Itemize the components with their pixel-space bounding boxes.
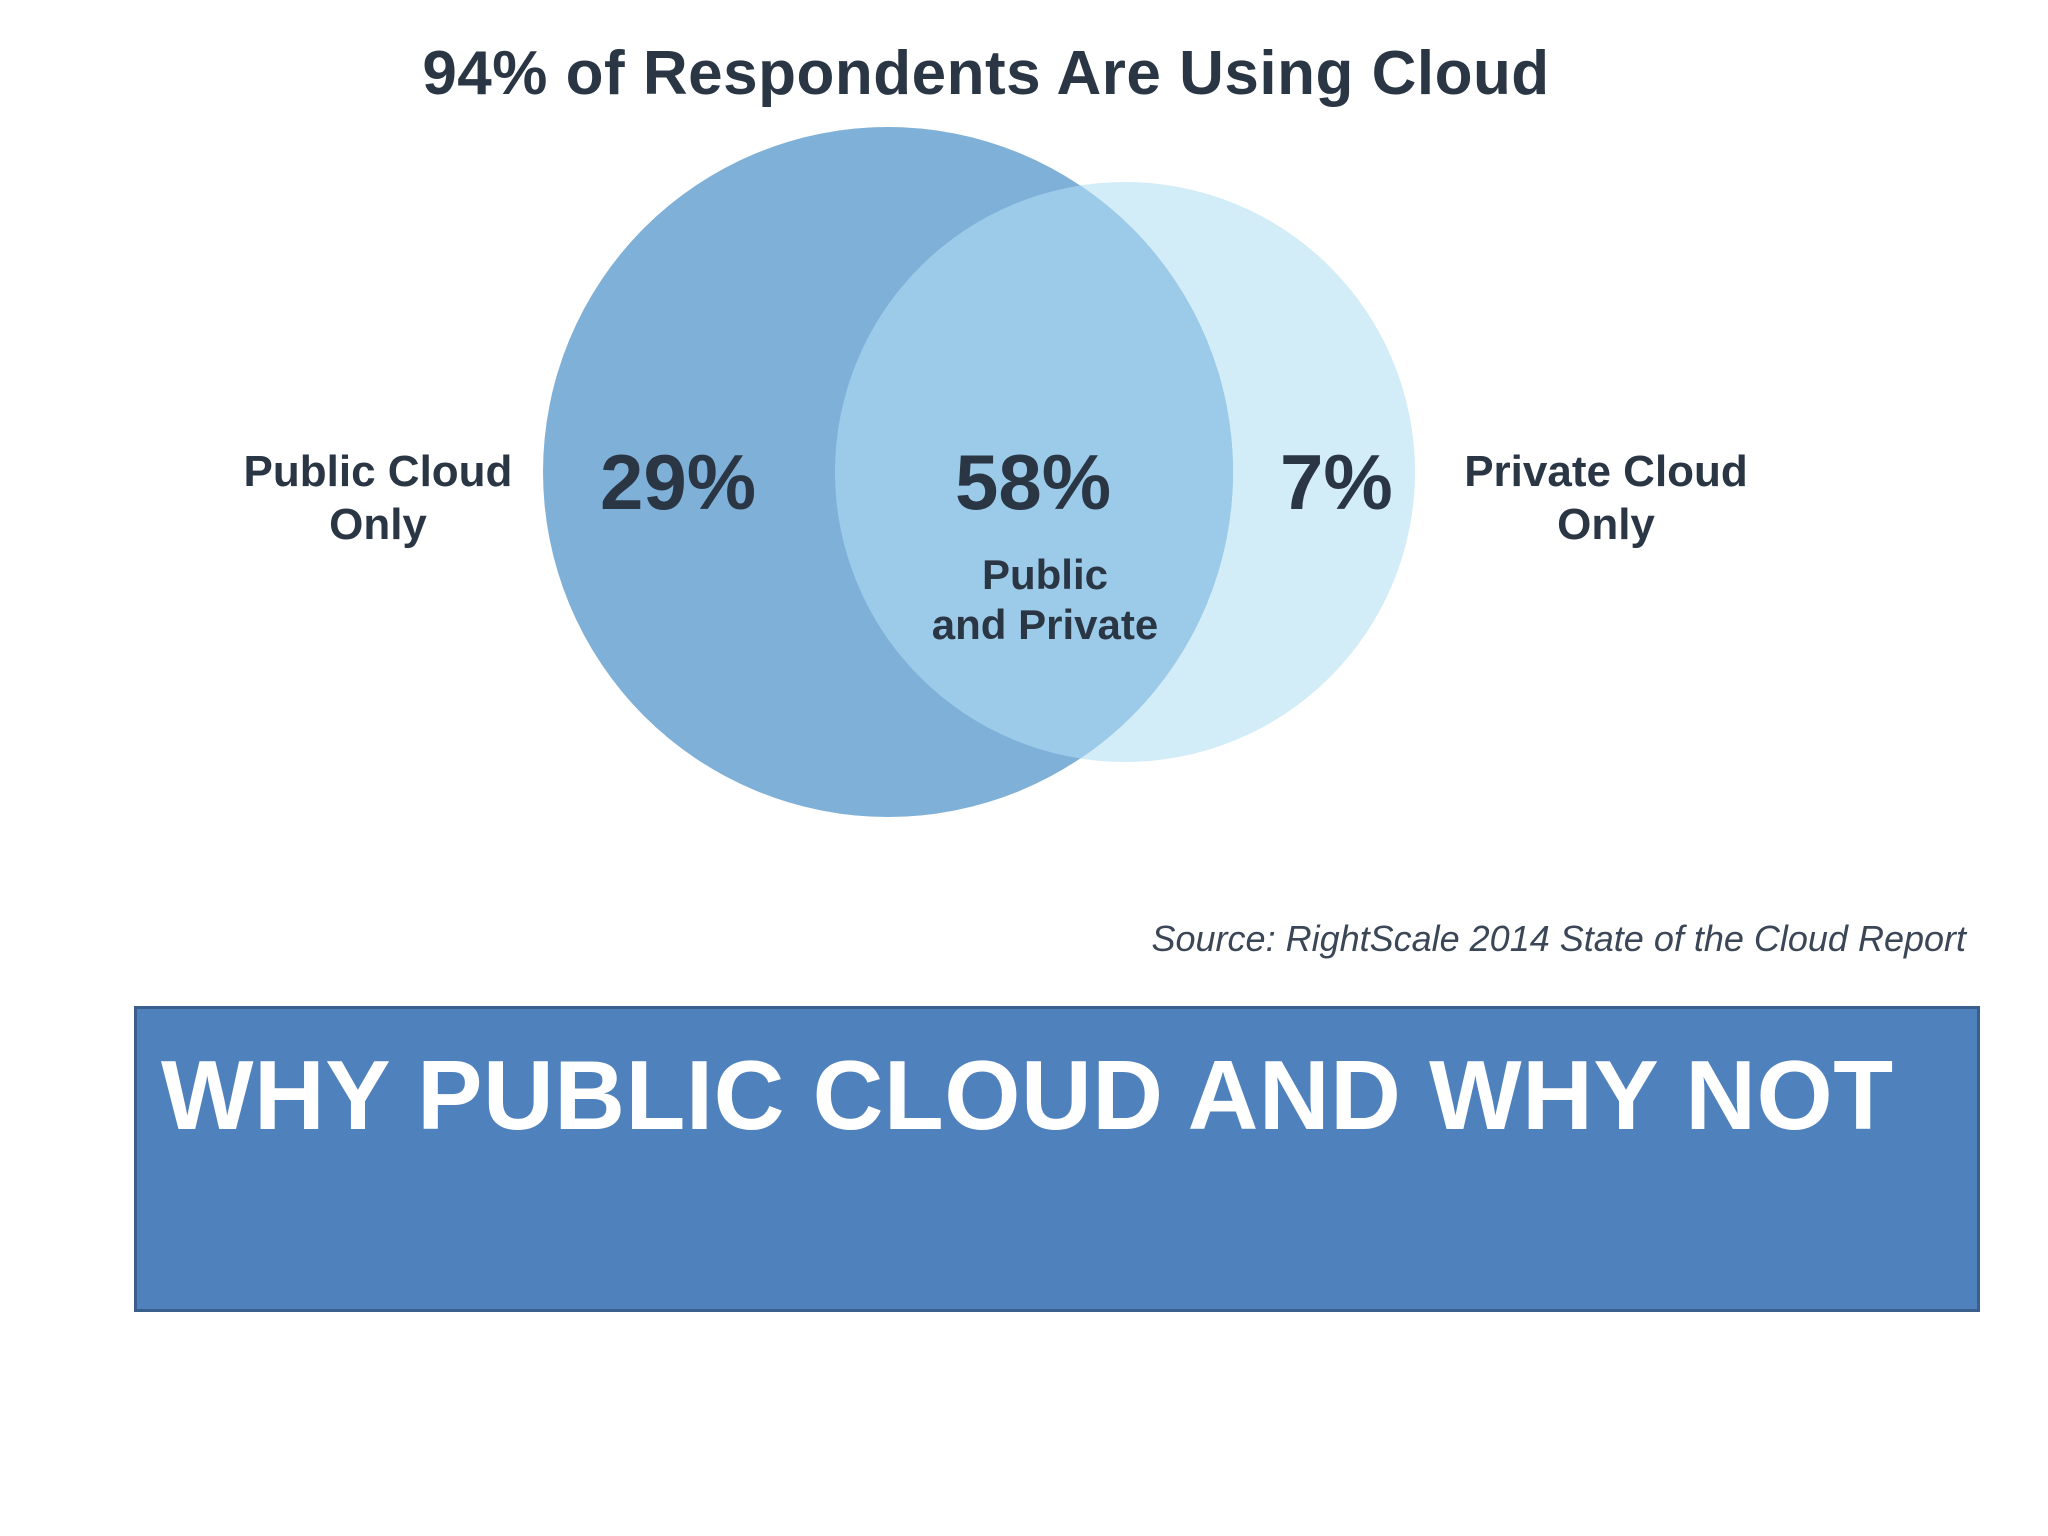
public-and-private-label-line1: Public <box>981 551 1109 598</box>
figure-title: 94% of Respondents Are Using Cloud <box>422 39 1550 108</box>
private-cloud-only-label-line2: Only <box>1557 499 1655 549</box>
public-cloud-only-label-line1: Public Cloud <box>243 447 513 496</box>
private-cloud-only-label: Private Cloud Only <box>1426 446 1786 552</box>
private-only-percent: 7% <box>1280 438 1393 526</box>
public-and-private-label: Public and Private <box>895 550 1195 651</box>
venn-diagram <box>543 127 1415 817</box>
public-only-percent: 29% <box>600 438 757 526</box>
banner-title: WHY PUBLIC CLOUD AND WHY NOT <box>161 1040 1894 1150</box>
overlap-region <box>835 182 1233 762</box>
source-caption: Source: RightScale 2014 State of the Clo… <box>1151 918 1967 959</box>
public-cloud-only-label: Public Cloud Only <box>198 446 558 552</box>
private-cloud-only-label-line1: Private Cloud <box>1464 447 1748 496</box>
public-and-private-percent: 58% <box>955 438 1112 526</box>
public-and-private-label-line2: and Private <box>931 601 1159 649</box>
title-banner: WHY PUBLIC CLOUD AND WHY NOT <box>134 1006 1980 1312</box>
public-cloud-only-label-line2: Only <box>329 499 427 549</box>
